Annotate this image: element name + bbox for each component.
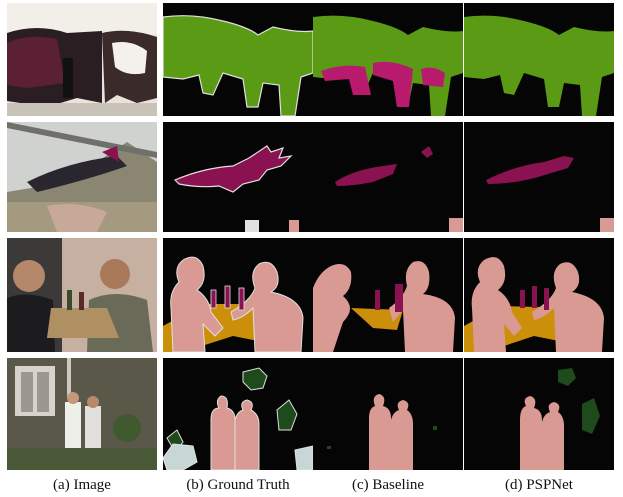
ground-truth-cow [163, 3, 313, 116]
caption-baseline: (c) Baseline [351, 477, 425, 493]
baseline-people-table [313, 238, 463, 352]
pspnet-people-table [464, 238, 614, 352]
image-people-outdoor [7, 358, 157, 470]
pspnet-cow [464, 3, 614, 116]
caption-pspnet: (d) PSPNet [505, 477, 573, 493]
baseline-cow [313, 3, 463, 116]
baseline-aeroplane [313, 122, 463, 232]
ground-truth-aeroplane [163, 122, 313, 232]
ground-truth-people-table [163, 238, 313, 352]
pspnet-people-outdoor [464, 358, 614, 470]
image-aeroplane [7, 122, 157, 232]
caption-ground-truth: (b) Ground Truth [186, 477, 290, 493]
pspnet-aeroplane [464, 122, 614, 232]
image-people-table [7, 238, 157, 352]
caption-image: (a) Image [53, 477, 111, 493]
image-cow [7, 3, 157, 116]
ground-truth-people-outdoor [163, 358, 313, 470]
baseline-people-outdoor [313, 358, 463, 470]
